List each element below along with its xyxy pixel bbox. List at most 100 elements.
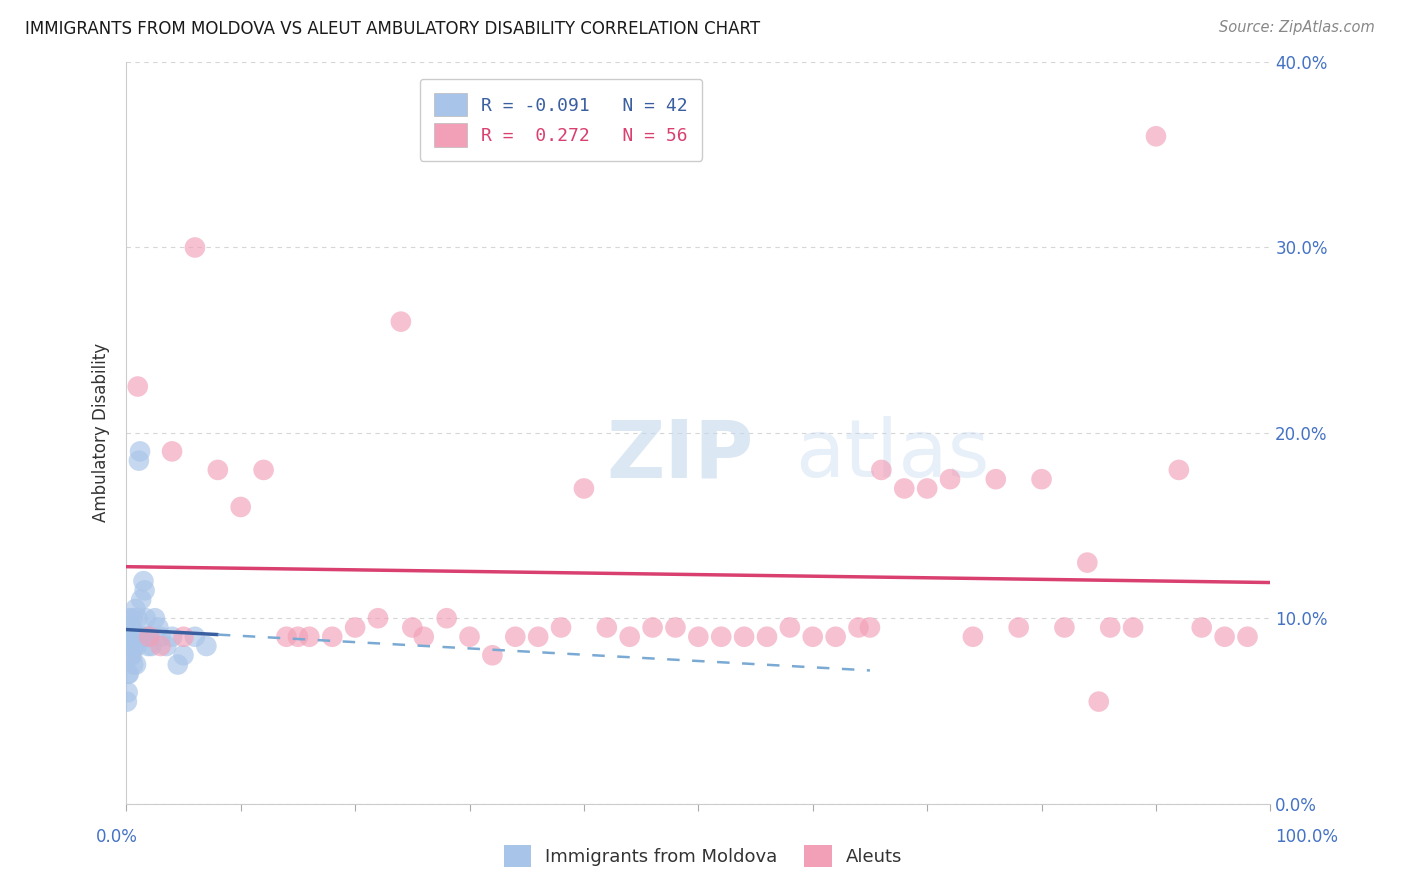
Point [129, 444, 152, 458]
Point [184, 240, 207, 254]
Point [503, 630, 526, 644]
Point [135, 611, 157, 625]
Point [344, 620, 367, 634]
Point [1076, 556, 1098, 570]
Point [572, 482, 595, 496]
Point [195, 639, 218, 653]
Point [1236, 630, 1258, 644]
Point [125, 639, 148, 653]
Point [436, 611, 458, 625]
Point [117, 666, 139, 681]
Text: 0.0%: 0.0% [96, 828, 138, 846]
Point [149, 639, 172, 653]
Point [287, 630, 309, 644]
Point [276, 630, 298, 644]
Point [122, 657, 145, 672]
Point [173, 630, 195, 644]
Point [527, 630, 550, 644]
Point [229, 500, 252, 514]
Point [117, 685, 139, 699]
Point [1008, 620, 1031, 634]
Point [619, 630, 641, 644]
Point [779, 620, 801, 634]
Point [367, 611, 389, 625]
Point [458, 630, 481, 644]
Point [939, 472, 962, 486]
Point [550, 620, 572, 634]
Point [801, 630, 824, 644]
Point [134, 583, 156, 598]
Point [412, 630, 434, 644]
Point [149, 630, 172, 644]
Point [138, 630, 160, 644]
Point [138, 630, 160, 644]
Point [1213, 630, 1236, 644]
Point [298, 630, 321, 644]
Point [124, 630, 146, 644]
Point [143, 611, 166, 625]
Text: Source: ZipAtlas.com: Source: ZipAtlas.com [1219, 20, 1375, 35]
Point [252, 463, 274, 477]
Point [121, 611, 143, 625]
Point [915, 482, 938, 496]
Point [1191, 620, 1213, 634]
Point [155, 639, 177, 653]
Point [115, 695, 138, 709]
Point [733, 630, 755, 644]
Point [136, 639, 159, 653]
Point [824, 630, 846, 644]
Point [118, 666, 141, 681]
Point [127, 611, 149, 625]
Point [160, 630, 183, 644]
Point [859, 620, 882, 634]
Point [641, 620, 664, 634]
Point [135, 630, 157, 644]
Point [148, 620, 170, 634]
Point [389, 315, 412, 329]
Point [893, 482, 915, 496]
Point [160, 444, 183, 458]
Point [127, 630, 149, 644]
Point [401, 620, 423, 634]
Text: atlas: atlas [796, 416, 990, 494]
Point [120, 620, 142, 634]
Legend: Immigrants from Moldova, Aleuts: Immigrants from Moldova, Aleuts [495, 836, 911, 876]
Point [1087, 695, 1109, 709]
Point [848, 620, 870, 634]
Point [129, 592, 152, 607]
Text: ZIP: ZIP [607, 416, 754, 494]
Text: IMMIGRANTS FROM MOLDOVA VS ALEUT AMBULATORY DISABILITY CORRELATION CHART: IMMIGRANTS FROM MOLDOVA VS ALEUT AMBULAT… [25, 20, 761, 37]
Point [1031, 472, 1053, 486]
Point [184, 630, 207, 644]
Point [120, 620, 142, 634]
Point [125, 657, 148, 672]
Text: 100.0%: 100.0% [1275, 828, 1339, 846]
Point [984, 472, 1007, 486]
Point [596, 620, 619, 634]
Y-axis label: Ambulatory Disability: Ambulatory Disability [93, 343, 110, 523]
Point [118, 611, 141, 625]
Point [131, 630, 153, 644]
Point [1144, 129, 1167, 144]
Point [117, 630, 139, 644]
Point [166, 657, 188, 672]
Point [122, 639, 145, 653]
Point [173, 648, 195, 663]
Point [1053, 620, 1076, 634]
Point [124, 602, 146, 616]
Point [121, 648, 143, 663]
Point [132, 574, 155, 588]
Point [962, 630, 984, 644]
Point [141, 639, 163, 653]
Point [321, 630, 343, 644]
Point [664, 620, 686, 634]
Point [117, 639, 139, 653]
Point [124, 630, 146, 644]
Point [1167, 463, 1189, 477]
Legend: R = -0.091   N = 42, R =  0.272   N = 56: R = -0.091 N = 42, R = 0.272 N = 56 [420, 78, 702, 161]
Point [128, 453, 150, 467]
Point [127, 379, 149, 393]
Point [1099, 620, 1122, 634]
Point [870, 463, 893, 477]
Point [1122, 620, 1144, 634]
